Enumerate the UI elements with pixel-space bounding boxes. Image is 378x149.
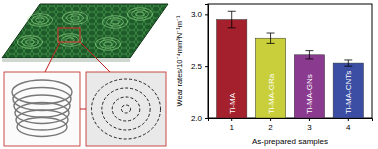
bar: [255, 38, 285, 118]
y-tick-mark: [205, 66, 208, 67]
ring: [66, 38, 74, 42]
ring: [104, 42, 112, 46]
dashed-ring: [102, 88, 150, 130]
x-tick-mark: [348, 118, 349, 121]
x-tick-mark: [270, 118, 271, 121]
x-tick: 4: [346, 118, 351, 132]
error-bar: [267, 33, 275, 43]
x-axis: 1 2 3 4: [209, 118, 373, 132]
ring: [26, 40, 34, 44]
ring: [107, 18, 124, 26]
ring: [132, 10, 149, 18]
coil-loop: [17, 118, 67, 137]
graphene-sheet: [2, 4, 168, 58]
y-tick-mark: [205, 14, 208, 15]
ring: [32, 16, 49, 24]
bar-labels: Ti-MA Ti-MA-GRa Ti-MA-GNs Ti-MA-CNTs: [228, 71, 354, 114]
y-tick-label: 3.0: [191, 10, 203, 19]
y-axis-title: Wear rates/10⁻⁴mm³N⁻¹m⁻¹: [175, 15, 184, 106]
dashed-ring: [121, 105, 130, 113]
ring: [136, 12, 144, 16]
ring: [71, 16, 79, 20]
ring: [36, 18, 44, 22]
ring: [27, 14, 52, 27]
bar: [333, 63, 363, 118]
arrow: [80, 42, 110, 72]
arrow: [80, 109, 86, 110]
bar: [217, 20, 247, 118]
ring: [127, 8, 152, 21]
x-tick: 3: [307, 118, 312, 132]
x-tick-mark: [231, 118, 232, 121]
x-tick-label: 3: [307, 123, 312, 132]
ring: [95, 38, 120, 51]
error-bar: [305, 51, 313, 59]
ring: [57, 34, 82, 47]
ring: [22, 38, 39, 46]
ring: [62, 12, 87, 25]
bar-label: Ti-MA-GNs: [305, 74, 314, 114]
circle-panel: [86, 72, 166, 146]
y-tick: 3.0: [191, 10, 208, 19]
ring: [17, 36, 42, 49]
y-tick: 2.5: [191, 62, 208, 71]
bars: [217, 11, 364, 118]
x-axis-line: [209, 119, 373, 122]
x-tick: 1: [229, 118, 234, 132]
y-tick-label: 2.0: [191, 114, 203, 123]
y-axis: 2.0 2.5 3.0: [191, 5, 209, 124]
bar: [294, 55, 324, 118]
ring: [100, 40, 117, 48]
x-tick-mark: [309, 118, 310, 121]
figure: 2.02.53.01234Ti-MATi-MA-GRaTi-MA-GNsTi-M…: [0, 0, 378, 149]
error-bar: [344, 60, 352, 66]
ring: [111, 20, 119, 24]
y-axis-line: [205, 5, 209, 119]
arrow: [45, 42, 60, 72]
x-tick-label: 2: [268, 123, 273, 132]
ring: [67, 14, 84, 22]
x-tick: 2: [268, 118, 273, 132]
ring: [102, 16, 127, 29]
x-tick-label: 4: [346, 123, 351, 132]
dashed-ring: [112, 97, 140, 121]
y-tick-mark: [205, 118, 208, 119]
zoom-box: [58, 28, 80, 42]
plot-frame: [208, 4, 372, 118]
y-tick-label: 2.5: [191, 62, 203, 71]
bar-label: Ti-MA: [228, 92, 237, 114]
x-axis-title: As-prepared samples: [252, 137, 328, 146]
bar-label: Ti-MA-CNTs: [344, 71, 353, 114]
dashed-ring: [92, 79, 161, 139]
coil-panel: [4, 72, 80, 146]
schematic: [2, 4, 168, 146]
coil-loop: [12, 80, 72, 104]
x-tick-label: 1: [229, 123, 234, 132]
ring: [62, 36, 79, 44]
bar-label: Ti-MA-GRa: [267, 73, 276, 114]
sheet-edge: [2, 58, 130, 62]
error-bar: [228, 11, 236, 28]
y-tick: 2.0: [191, 114, 208, 123]
